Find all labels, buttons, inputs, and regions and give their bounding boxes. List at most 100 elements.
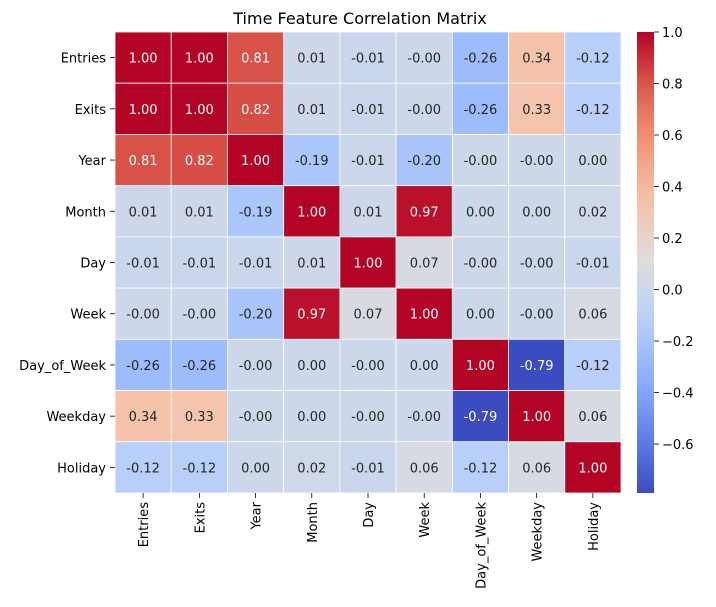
heatmap-cell [339, 338, 397, 391]
heatmap-cell [227, 82, 285, 135]
cell-value-label: 0.01 [185, 205, 214, 220]
colorbar-tick-label: −0.2 [662, 335, 694, 350]
cell-value-label: -0.12 [464, 461, 498, 476]
heatmap-cell [170, 338, 228, 391]
cell-value-label: -0.01 [239, 257, 273, 272]
cell-value-label: 0.02 [578, 205, 607, 220]
cell-value-label: -0.00 [407, 52, 441, 67]
heatmap-cell [339, 287, 397, 340]
heatmap-cell [508, 82, 566, 135]
heatmap-cell [451, 236, 509, 289]
row-tick-label: Day [80, 257, 106, 272]
cell-value-label: 0.33 [522, 103, 551, 118]
heatmap-cell [395, 287, 453, 340]
cell-value-label: -0.00 [351, 410, 385, 425]
cell-value-label: 0.34 [522, 52, 551, 67]
heatmap-cell [283, 390, 341, 443]
cell-value-label: 0.00 [522, 205, 551, 220]
cell-value-label: -0.01 [351, 52, 385, 67]
heatmap-cells [114, 31, 622, 494]
heatmap-cell [395, 390, 453, 443]
heatmap-cell [283, 185, 341, 238]
cell-value-label: -0.00 [126, 308, 160, 323]
column-tick-label: Day_of_Week [474, 502, 489, 589]
cell-value-label: 0.81 [241, 52, 270, 67]
heatmap-cell [227, 31, 285, 84]
colorbar: 1.0 0.8 0.6 0.4 0.2 0.0 −0.2 −0.4 −0.6 [637, 26, 694, 493]
cell-value-label: -0.00 [351, 359, 385, 374]
cell-value-label: 1.00 [297, 205, 326, 220]
column-tick-label: Holiday [587, 502, 602, 551]
cell-value-label: -0.26 [464, 52, 498, 67]
heatmap-cell [451, 134, 509, 187]
cell-value-label: 0.00 [297, 410, 326, 425]
heatmap-cell [283, 441, 341, 494]
cell-value-label: -0.01 [126, 257, 160, 272]
cell-value-label: 1.00 [241, 154, 270, 169]
column-tick-label: Weekday [531, 502, 546, 562]
colorbar-gradient [637, 32, 654, 493]
heatmap-cell [339, 441, 397, 494]
heatmap-cell [339, 390, 397, 443]
heatmap-cell [114, 287, 172, 340]
cell-value-label: -0.01 [351, 103, 385, 118]
cell-value-label: 1.00 [522, 410, 551, 425]
chart-title: Time Feature Correlation Matrix [232, 9, 486, 28]
heatmap-cell [227, 134, 285, 187]
colorbar-tick-label: 0.0 [662, 284, 683, 299]
cell-value-label: 0.01 [297, 257, 326, 272]
colorbar-tick-label: 0.4 [662, 181, 683, 196]
cell-value-label: -0.01 [183, 257, 217, 272]
heatmap-cell [451, 82, 509, 135]
cell-value-label: 0.97 [297, 308, 326, 323]
row-tick-label: Year [77, 154, 106, 169]
cell-value-label: -0.00 [239, 410, 273, 425]
heatmap-cell [114, 390, 172, 443]
cell-value-label: -0.00 [520, 257, 554, 272]
heatmap-cell [227, 236, 285, 289]
column-tick-label: Year [250, 501, 265, 530]
cell-value-label: -0.01 [351, 461, 385, 476]
cell-value-label: -0.19 [295, 154, 329, 169]
cell-value-label: 0.06 [578, 410, 607, 425]
cell-value-label: 0.01 [129, 205, 158, 220]
cell-value-label: -0.79 [464, 410, 498, 425]
heatmap-cell [170, 31, 228, 84]
cell-value-label: -0.12 [126, 461, 160, 476]
column-tick-label: Entries [137, 502, 152, 548]
cell-value-label: 0.06 [410, 461, 439, 476]
cell-value-label: 0.07 [354, 308, 383, 323]
cell-value-label: 0.00 [466, 308, 495, 323]
heatmap-cell [451, 338, 509, 391]
colorbar-tick-label: 0.2 [662, 232, 683, 247]
cell-value-label: -0.00 [407, 103, 441, 118]
cell-value-label: -0.19 [239, 205, 273, 220]
cell-value-label: 0.06 [522, 461, 551, 476]
cell-value-label: -0.12 [576, 52, 610, 67]
heatmap-cell [170, 287, 228, 340]
row-tick-label: Week [70, 308, 106, 323]
row-tick-label: Weekday [46, 410, 106, 425]
heatmap-cell [114, 338, 172, 391]
heatmap-cell [114, 82, 172, 135]
column-tick-label: Week [418, 502, 433, 538]
cell-value-label: 0.00 [241, 461, 270, 476]
cell-value-label: -0.26 [464, 103, 498, 118]
cell-value-label: -0.00 [464, 154, 498, 169]
column-tick-label: Month [306, 502, 321, 543]
cell-value-label: 1.00 [129, 103, 158, 118]
cell-value-label: 1.00 [185, 103, 214, 118]
heatmap-cell [283, 236, 341, 289]
cell-value-label: 1.00 [129, 52, 158, 67]
cell-value-label: -0.00 [239, 359, 273, 374]
cell-value-label: 0.00 [466, 205, 495, 220]
heatmap-cell [339, 82, 397, 135]
cell-value-label: -0.00 [407, 410, 441, 425]
cell-value-label: 0.00 [297, 359, 326, 374]
cell-value-label: 0.01 [297, 52, 326, 67]
heatmap-cell-labels: 1.00 1.00 0.81 0.01 -0.01 -0.00 -0.26 0.34 -0.12… [126, 52, 609, 477]
heatmap-cell [564, 134, 622, 187]
colorbar-tick-label: 0.6 [662, 129, 683, 144]
colorbar-tick-label: 1.0 [662, 26, 683, 41]
